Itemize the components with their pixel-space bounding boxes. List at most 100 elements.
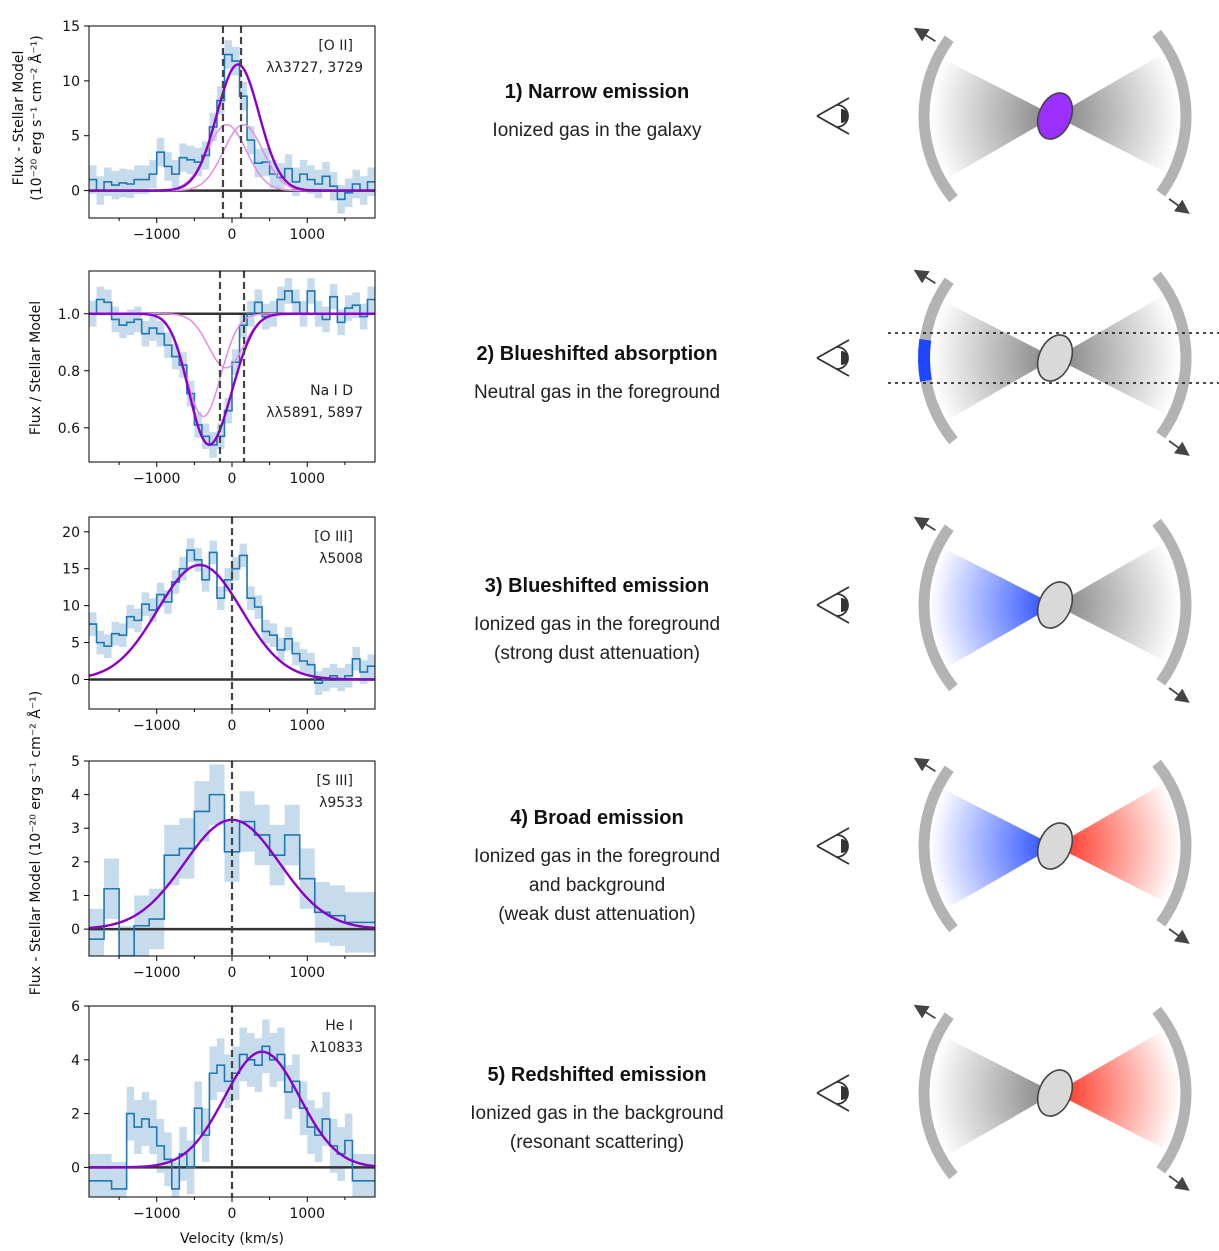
- y-tick-label: 4: [71, 1053, 80, 1069]
- outflow-arrow-icon: [1168, 198, 1190, 214]
- near-cone: [930, 1036, 1055, 1156]
- line-wavelength: λ9533: [319, 795, 363, 811]
- caption-line: Ionized gas in the foreground: [474, 846, 720, 867]
- spectrum-panel-4: −1000 0 1000 0 1 2 3 4 5 [S III] λ9533: [71, 754, 376, 981]
- y-tick-label: 5: [71, 129, 80, 145]
- y-tick-label: 5: [71, 754, 80, 770]
- captions: 1) Narrow emission Ionized gas in the gal…: [470, 81, 724, 1153]
- data-step-line: [89, 793, 375, 956]
- eye-lids: [816, 586, 850, 624]
- x-tick-label: 1000: [289, 718, 325, 734]
- x-tick-label: 0: [228, 471, 237, 487]
- data-step-line: [89, 53, 375, 201]
- xlabel: Velocity (km/s): [180, 1231, 284, 1247]
- y-tick-label: 0: [71, 922, 80, 938]
- near-cone: [930, 548, 1055, 668]
- fit-total: [89, 312, 375, 446]
- caption-1: 1) Narrow emission Ionized gas in the gal…: [492, 81, 702, 141]
- y-tick-label: 15: [62, 19, 80, 35]
- eye-pupil: [841, 1086, 848, 1100]
- cartoon-1: [816, 27, 1192, 214]
- x-tick-label: 1000: [289, 227, 325, 243]
- caption-line: Ionized gas in the foreground: [474, 614, 720, 635]
- y-tick-label: 10: [62, 74, 80, 90]
- near-cone: [930, 301, 1055, 421]
- galaxy-core: [1036, 581, 1074, 629]
- caption-line: Neutral gas in the foreground: [474, 382, 720, 403]
- y-tick-label: 10: [62, 599, 80, 615]
- ylabel-shared: Flux - Stellar Model (10⁻²⁰ erg s⁻¹ cm⁻²…: [27, 691, 44, 995]
- line-name: Na I D: [310, 383, 353, 399]
- y-tick-label: 0: [71, 672, 80, 688]
- eye-pupil: [841, 109, 848, 123]
- spectrum-panel-2: −1000 0 1000 0.6 0.8 1.0 Na I D λλ5891, 5897: [58, 270, 376, 487]
- x-tick-label: 1000: [289, 965, 325, 981]
- eye-icon: [816, 339, 850, 377]
- line-name: [O III]: [314, 529, 353, 545]
- plot-area: [89, 26, 375, 218]
- eye-icon: [816, 1074, 850, 1112]
- eye-icon: [816, 97, 850, 135]
- cartoon-2: [816, 269, 1219, 456]
- line-wavelength: λλ5891, 5897: [266, 405, 363, 421]
- plot-area: [89, 1006, 375, 1197]
- x-tick-label: −1000: [133, 227, 180, 243]
- uncertainty-band: [89, 40, 375, 214]
- far-shell: [1152, 29, 1192, 197]
- outflow-arrow-icon: [913, 516, 936, 532]
- y-tick-label: 20: [62, 525, 80, 541]
- far-cone: [1055, 53, 1180, 173]
- eye-pupil: [841, 598, 848, 612]
- spectrum-panel-3: −1000 0 1000 0 5 10 15 20 [O III] λ5008: [62, 516, 376, 734]
- caption-3: 3) Blueshifted emission Ionized gas in th…: [474, 575, 720, 664]
- x-tick-label: −1000: [133, 965, 180, 981]
- outflow-arrow-icon: [913, 269, 936, 285]
- near-shell: [918, 35, 958, 203]
- far-shell: [1152, 759, 1192, 927]
- y-tick-label: 2: [71, 855, 80, 871]
- x-tick-label: 0: [228, 965, 237, 981]
- outflow-arrow-icon: [913, 27, 936, 43]
- eye-lids: [816, 827, 850, 865]
- line-name: [O II]: [318, 38, 353, 54]
- caption-2: 2) Blueshifted absorption Neutral gas in …: [474, 343, 720, 403]
- y-tick-label: 1: [71, 888, 80, 904]
- axis-labels: Flux - Stellar Model (10⁻²⁰ erg s⁻¹ cm⁻²…: [11, 35, 284, 1247]
- galaxy-core: [1036, 92, 1074, 140]
- y-tick-label: 5: [71, 636, 80, 652]
- spectrum-panel-5: −1000 0 1000 0 2 4 6 He I λ10833: [71, 999, 376, 1222]
- plot-area: [89, 271, 375, 462]
- far-shell: [1152, 1006, 1192, 1174]
- x-tick-label: −1000: [133, 1206, 180, 1222]
- x-tick-label: 1000: [289, 1206, 325, 1222]
- near-cone: [930, 789, 1055, 909]
- y-tick-label: 1.0: [58, 307, 80, 323]
- y-tick-label: 4: [71, 788, 80, 804]
- y-tick-label: 0.8: [58, 364, 80, 380]
- x-tick-label: 1000: [289, 471, 325, 487]
- eye-lids: [816, 1074, 850, 1112]
- far-cone: [1055, 1030, 1180, 1150]
- far-shell: [1152, 518, 1192, 686]
- plot-area: [89, 761, 375, 956]
- eye-pupil: [841, 351, 848, 365]
- y-tick-label: 0.6: [58, 421, 80, 437]
- y-tick-label: 0: [71, 184, 80, 200]
- far-shell: [1152, 271, 1192, 439]
- eye-icon: [816, 827, 850, 865]
- y-tick-label: 2: [71, 1107, 80, 1123]
- eye-lids: [816, 97, 850, 135]
- outflow-arrow-icon: [1168, 687, 1190, 703]
- galaxy-core: [1036, 1069, 1074, 1117]
- line-wavelength: λ10833: [310, 1040, 363, 1056]
- galaxy-core: [1036, 822, 1074, 870]
- near-shell: [918, 1012, 958, 1180]
- cartoon-4: [816, 757, 1192, 944]
- cartoon-3: [816, 516, 1192, 703]
- outflow-arrow-icon: [1168, 1175, 1190, 1191]
- line-name: [S III]: [316, 773, 353, 789]
- caption-title: 4) Broad emission: [510, 807, 683, 829]
- line-name: He I: [325, 1018, 353, 1034]
